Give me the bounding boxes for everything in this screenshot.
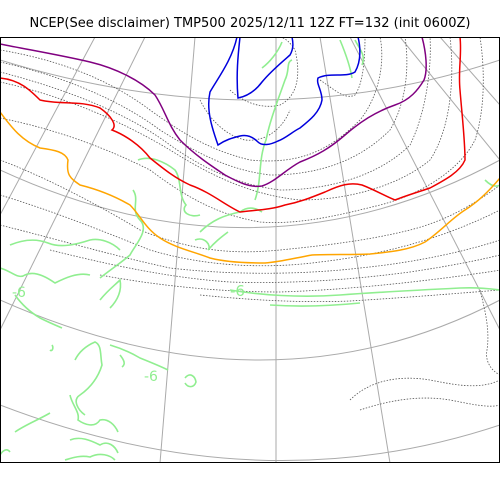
map-title: NCEP(See disclaimer) TMP500 2025/12/11 1…	[29, 16, 471, 31]
latitude-lines	[0, 59, 500, 462]
contour-purple	[0, 37, 427, 188]
contour-red	[0, 37, 466, 213]
contour-blue-inner	[236, 37, 294, 99]
map-frame: -6 -6 -6	[0, 37, 500, 463]
coastlines	[0, 39, 500, 461]
contour-label: -6	[12, 285, 26, 301]
contour-label: -6	[144, 369, 158, 385]
contour-orange	[0, 111, 500, 264]
contour-blue	[207, 37, 361, 147]
contour-label: -6	[230, 282, 245, 300]
longitude-lines	[0, 37, 500, 463]
